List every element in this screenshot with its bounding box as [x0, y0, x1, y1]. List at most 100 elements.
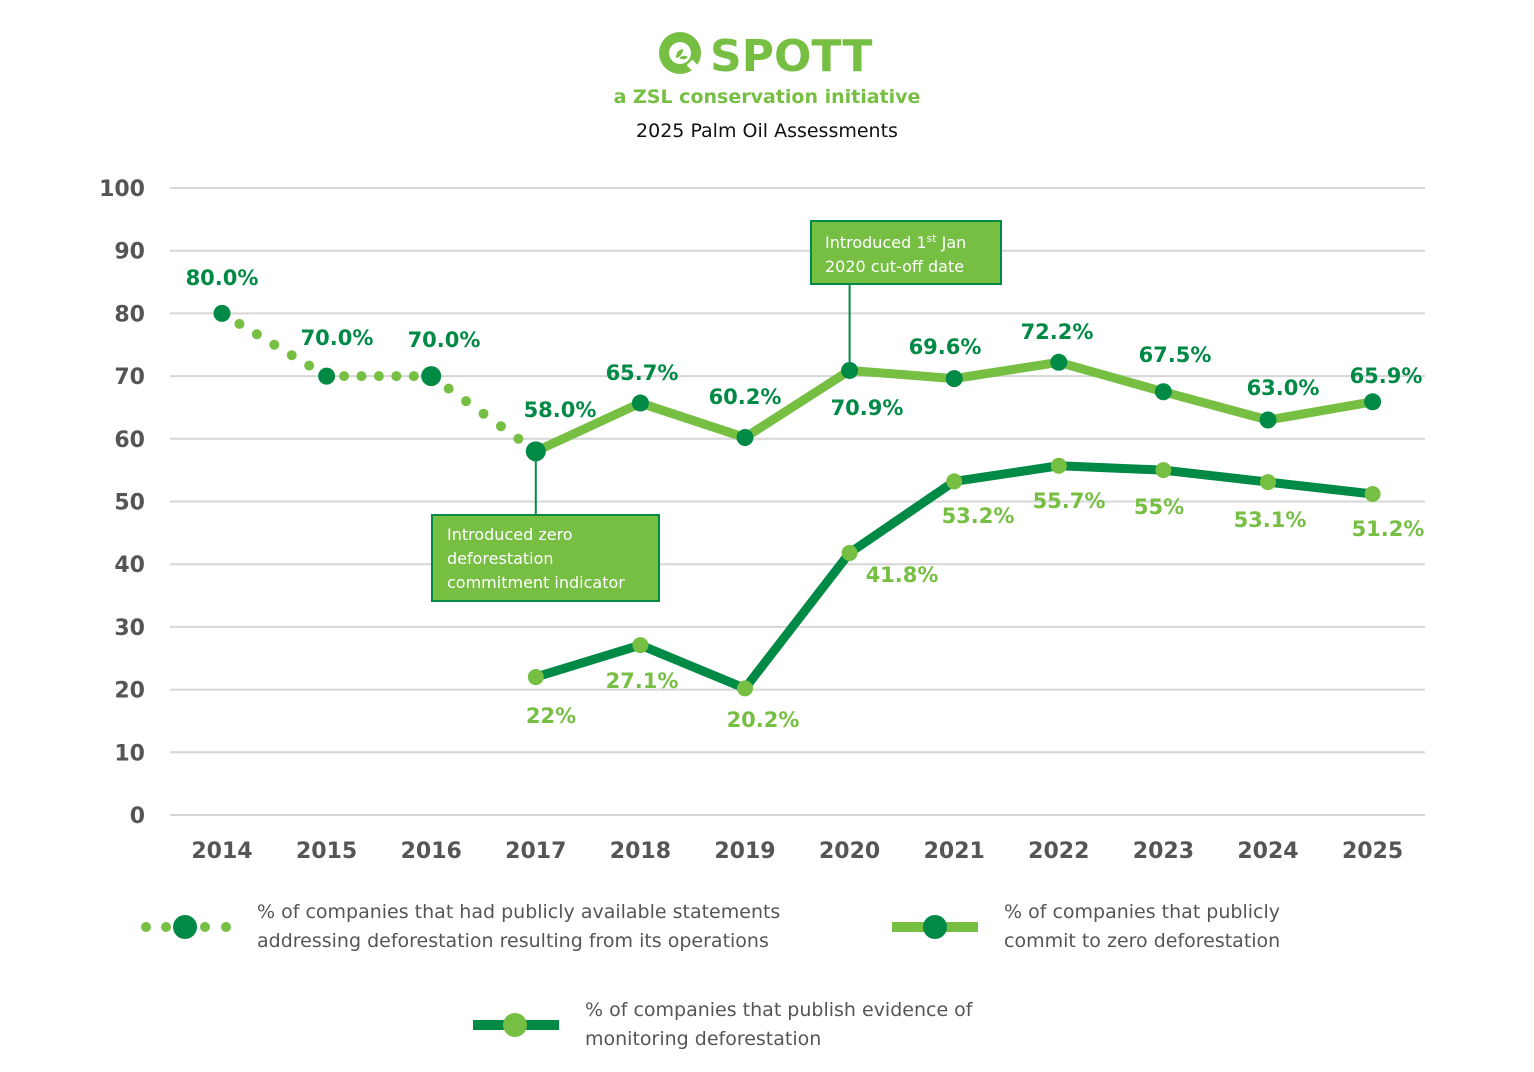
y-tick-label: 90	[114, 240, 145, 265]
legend-marker	[503, 1013, 527, 1037]
x-tick-label: 2017	[505, 839, 566, 864]
data-point	[213, 304, 231, 322]
x-tick-label: 2020	[819, 839, 880, 864]
y-axis-ticks: 0 10 20 30 40 50 60 70 80 90 100	[99, 177, 145, 829]
series-monitoring	[527, 457, 1381, 697]
legend-item-monitoring: % of companies that publish evidence of m…	[473, 999, 974, 1050]
legend-label: % of companies that publish evidence of	[585, 999, 974, 1021]
data-point	[1155, 462, 1172, 479]
x-tick-label: 2015	[296, 839, 357, 864]
x-tick-label: 2019	[714, 839, 775, 864]
y-tick-label: 100	[99, 177, 145, 202]
data-point	[632, 637, 649, 654]
series-dot	[513, 433, 524, 444]
x-tick-label: 2022	[1028, 839, 1089, 864]
tagline: a ZSL conservation initiative	[614, 86, 921, 108]
series-dot	[461, 396, 472, 407]
logo-text: SPOTT	[710, 31, 872, 82]
x-tick-label: 2018	[610, 839, 671, 864]
series	[213, 304, 1382, 697]
data-point	[736, 429, 754, 447]
data-point	[1259, 411, 1277, 429]
series-statements-dotted	[213, 304, 524, 444]
data-label: 58.0%	[524, 398, 597, 422]
data-point	[737, 680, 753, 697]
data-point	[1364, 485, 1381, 502]
series-dot	[391, 371, 402, 382]
y-tick-label: 20	[114, 679, 145, 704]
series-dot	[356, 371, 367, 382]
y-tick-label: 10	[114, 741, 145, 766]
series-dot	[339, 371, 350, 382]
annotation-text: Introduced 1st Jan	[825, 232, 966, 252]
gridlines	[170, 187, 1425, 816]
annotation-box	[431, 514, 660, 602]
data-label: 65.9%	[1350, 364, 1423, 388]
legend-label: commit to zero deforestation	[1004, 930, 1280, 952]
annotation-callout: Introduced 1st Jan 2020 cut-off date	[810, 220, 1002, 371]
legend-item-zero-deforestation: % of companies that publicly commit to ze…	[892, 901, 1280, 952]
series-dot	[408, 371, 419, 382]
series-dot	[373, 371, 384, 382]
data-label: 22%	[526, 704, 576, 728]
data-point	[1050, 353, 1068, 371]
data-labels: 80.0% 70.0% 70.0% 58.0% 65.7% 60.2% 70.9% 69.6%…	[186, 266, 1425, 732]
data-point	[946, 473, 963, 490]
annotation-box	[810, 220, 1002, 285]
data-point	[525, 441, 546, 462]
legend-label: % of companies that publicly	[1004, 901, 1280, 923]
legend-dot	[200, 922, 210, 932]
data-label: 70.0%	[301, 326, 374, 350]
y-tick-label: 40	[114, 553, 145, 578]
data-label: 51.2%	[1352, 517, 1425, 541]
series-dot	[495, 421, 506, 432]
spott-logo-icon	[659, 32, 701, 74]
data-point	[1260, 474, 1276, 491]
annotation-text: deforestation	[447, 549, 554, 568]
series-dot	[304, 360, 315, 371]
data-label: 55.7%	[1033, 489, 1106, 513]
legend-marker	[173, 915, 197, 939]
legend-dot	[141, 922, 151, 932]
data-label: 53.1%	[1234, 508, 1307, 532]
annotation-text: 2020 cut-off date	[825, 257, 964, 276]
data-label: 70.0%	[408, 328, 481, 352]
data-label: 65.7%	[606, 361, 679, 385]
annotations: Introduced zero deforestation commitment i…	[431, 220, 1002, 602]
series-dot	[478, 408, 489, 419]
data-label: 27.1%	[606, 669, 679, 693]
y-tick-label: 60	[114, 428, 145, 453]
data-label: 67.5%	[1139, 343, 1212, 367]
logo: SPOTT a ZSL conservation initiative 2025…	[614, 31, 921, 142]
y-tick-label: 50	[114, 491, 145, 516]
series-line	[534, 461, 1374, 693]
legend-marker	[923, 915, 947, 939]
data-point	[318, 367, 336, 385]
series-zero-deforestation	[525, 353, 1382, 462]
data-point	[841, 544, 858, 561]
chart-title: 2025 Palm Oil Assessments	[636, 120, 898, 142]
data-label: 60.2%	[709, 385, 782, 409]
data-point	[841, 361, 859, 379]
x-tick-label: 2014	[191, 839, 252, 864]
x-tick-label: 2025	[1342, 839, 1403, 864]
data-label: 41.8%	[866, 563, 939, 587]
data-point	[1364, 393, 1382, 411]
data-point	[1154, 383, 1172, 401]
legend: % of companies that had publicly availab…	[141, 901, 1280, 1050]
legend-dot	[161, 922, 171, 932]
data-point	[527, 669, 544, 686]
data-label: 72.2%	[1021, 320, 1094, 344]
series-dot	[286, 350, 297, 361]
series-dot	[269, 339, 280, 350]
series-dot	[443, 383, 454, 394]
annotation-callout: Introduced zero deforestation commitment i…	[431, 451, 660, 602]
legend-label: % of companies that had publicly availab…	[257, 901, 780, 923]
data-label: 55%	[1134, 495, 1184, 519]
legend-item-statements: % of companies that had publicly availab…	[141, 901, 780, 952]
x-tick-label: 2023	[1133, 839, 1194, 864]
data-point	[1050, 457, 1067, 474]
data-point	[631, 394, 649, 412]
series-dot	[251, 329, 262, 340]
